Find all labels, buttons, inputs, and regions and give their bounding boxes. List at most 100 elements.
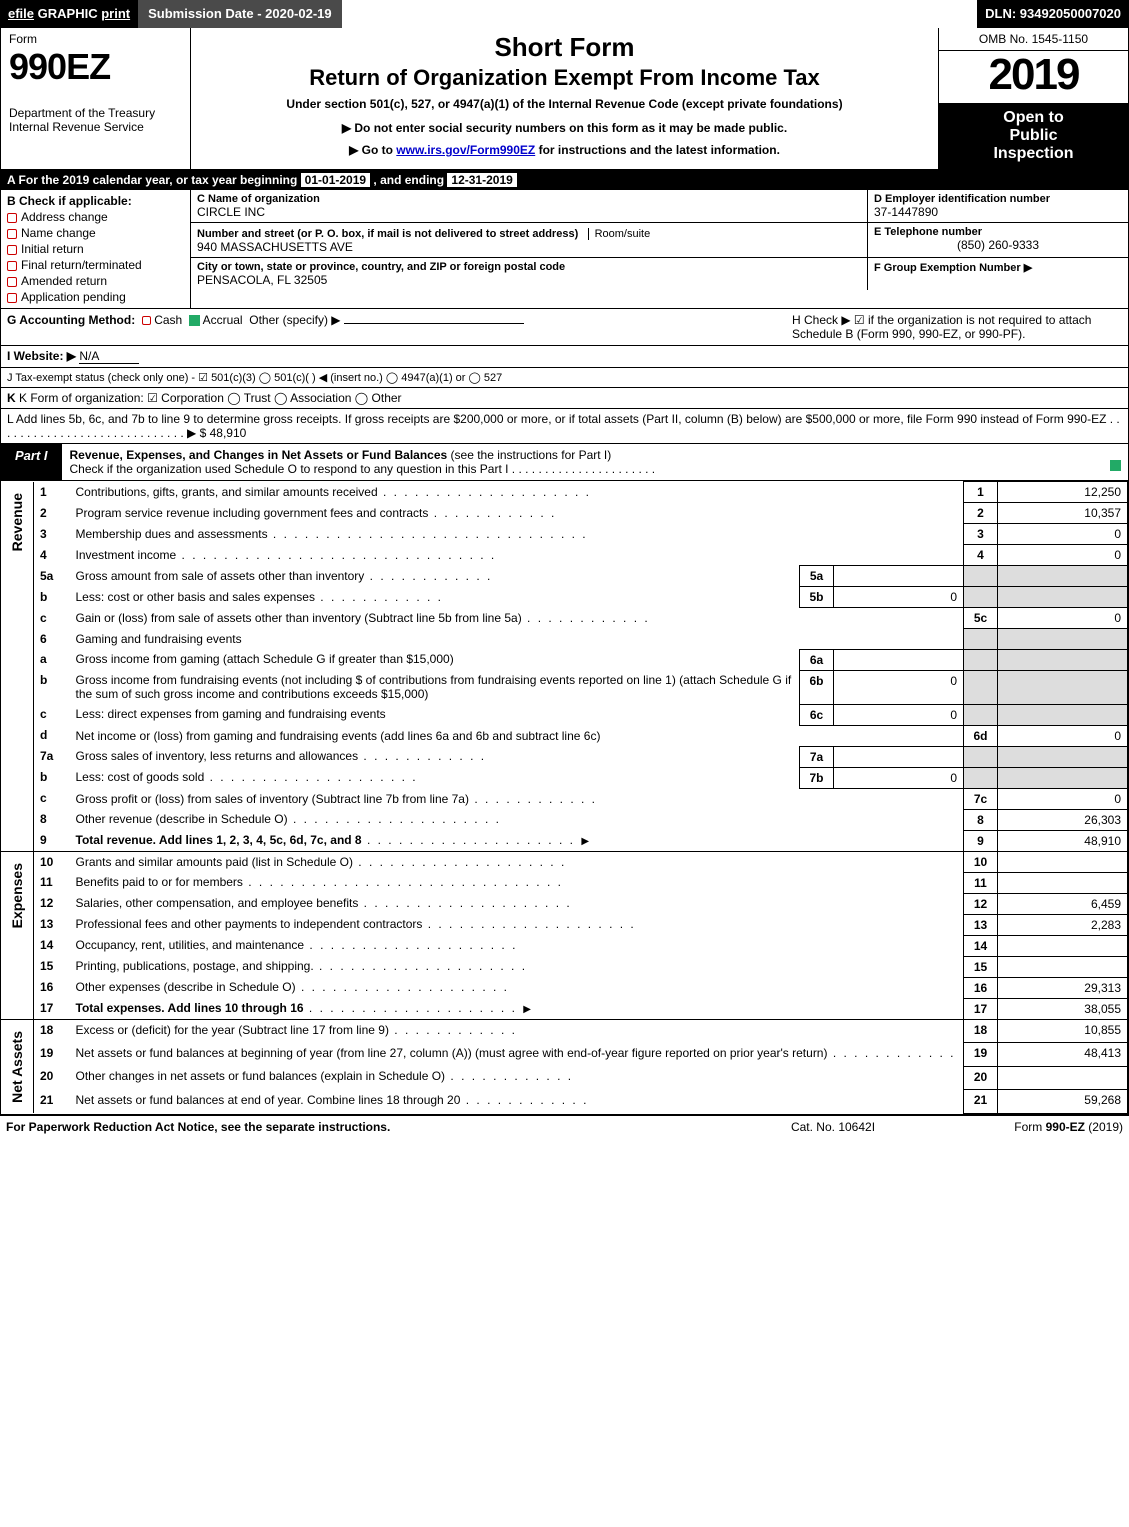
- room-label: Room/suite: [588, 228, 651, 240]
- accrual-checkbox-checked[interactable]: [189, 315, 200, 326]
- checkbox-icon: [7, 261, 17, 271]
- title-row: Form 990EZ Department of the Treasury In…: [1, 28, 1128, 170]
- check-icon: [1110, 460, 1121, 471]
- line-num: 5a: [34, 566, 70, 587]
- part-1-title: Revenue, Expenses, and Changes in Net As…: [62, 444, 1102, 480]
- paperwork-notice: For Paperwork Reduction Act Notice, see …: [6, 1120, 743, 1134]
- line-desc: Grants and similar amounts paid (list in…: [76, 855, 353, 869]
- efile-link[interactable]: efile: [8, 6, 34, 21]
- result-num: 9: [964, 830, 998, 851]
- line-num: b: [34, 670, 70, 704]
- line-desc: Net assets or fund balances at end of ye…: [76, 1093, 461, 1107]
- chk-name-change[interactable]: Name change: [7, 226, 184, 240]
- result-val: 10,855: [998, 1019, 1128, 1043]
- inner-box-value: 0: [834, 704, 964, 725]
- line-5c: c Gain or (loss) from sale of assets oth…: [1, 608, 1128, 629]
- ein-value: 37-1447890: [874, 205, 1122, 219]
- inner-box-label: 6b: [800, 670, 834, 704]
- line-num: 19: [34, 1043, 70, 1067]
- title-right: OMB No. 1545-1150 2019 Open to Public In…: [938, 28, 1128, 169]
- line-14: 14 Occupancy, rent, utilities, and maint…: [1, 935, 1128, 956]
- line-desc: Gross sales of inventory, less returns a…: [76, 749, 359, 763]
- result-num: 14: [964, 935, 998, 956]
- g-label: G Accounting Method:: [7, 313, 135, 327]
- result-num: 20: [964, 1066, 998, 1090]
- line-6c: c Less: direct expenses from gaming and …: [1, 704, 1128, 725]
- other-specify-field[interactable]: [344, 323, 524, 324]
- title-mid: Short Form Return of Organization Exempt…: [191, 28, 938, 169]
- result-num: 4: [964, 545, 998, 566]
- part-1-title-bold: Revenue, Expenses, and Changes in Net As…: [70, 448, 448, 462]
- chk-initial-return[interactable]: Initial return: [7, 242, 184, 256]
- checkbox-icon: [7, 229, 17, 239]
- line-desc: Professional fees and other payments to …: [76, 917, 423, 931]
- city-row: City or town, state or province, country…: [191, 258, 1128, 290]
- form-body: Form 990EZ Department of the Treasury In…: [0, 28, 1129, 1115]
- cal-prefix: A For the 2019 calendar year, or tax yea…: [7, 173, 301, 187]
- line-6: 6 Gaming and fundraising events: [1, 629, 1128, 650]
- result-num-grey: [964, 767, 998, 788]
- result-val: 38,055: [998, 998, 1128, 1019]
- line-desc: Less: cost of goods sold: [76, 770, 205, 784]
- result-num: 8: [964, 809, 998, 830]
- line-num: 16: [34, 977, 70, 998]
- result-val-grey: [998, 767, 1128, 788]
- line-desc: Membership dues and assessments: [76, 527, 268, 541]
- line-num: 6: [34, 629, 70, 650]
- part-1-header: Part I Revenue, Expenses, and Changes in…: [1, 444, 1128, 481]
- cash-checkbox[interactable]: [142, 316, 151, 325]
- line-6b: b Gross income from fundraising events (…: [1, 670, 1128, 704]
- line-desc: Gross income from gaming (attach Schedul…: [76, 652, 454, 666]
- line-num: b: [34, 587, 70, 608]
- chk-lbl-initial: Initial return: [21, 242, 84, 256]
- form-number: 990EZ: [9, 46, 182, 88]
- chk-address-change[interactable]: Address change: [7, 210, 184, 224]
- cal-mid: , and ending: [370, 173, 447, 187]
- result-num: 11: [964, 872, 998, 893]
- line-8: 8 Other revenue (describe in Schedule O)…: [1, 809, 1128, 830]
- phone-value: (850) 260-9333: [874, 238, 1122, 252]
- irs-link[interactable]: www.irs.gov/Form990EZ: [396, 143, 535, 157]
- line-7b: b Less: cost of goods sold 7b 0: [1, 767, 1128, 788]
- line-desc: Other expenses (describe in Schedule O): [76, 980, 296, 994]
- result-num-grey: [964, 670, 998, 704]
- graphic-text[interactable]: GRAPHIC: [38, 6, 98, 21]
- line-21: 21 Net assets or fund balances at end of…: [1, 1090, 1128, 1114]
- chk-lbl-pending: Application pending: [21, 290, 126, 304]
- line-num: 1: [34, 482, 70, 503]
- calendar-year-row: A For the 2019 calendar year, or tax yea…: [1, 170, 1128, 190]
- line-12: 12 Salaries, other compensation, and emp…: [1, 893, 1128, 914]
- line-desc-bold: Total revenue. Add lines 1, 2, 3, 4, 5c,…: [76, 833, 362, 847]
- chk-application-pending[interactable]: Application pending: [7, 290, 184, 304]
- result-val: [998, 851, 1128, 872]
- inner-box-value: 0: [834, 670, 964, 704]
- chk-amended-return[interactable]: Amended return: [7, 274, 184, 288]
- line-num: b: [34, 767, 70, 788]
- result-num: 7c: [964, 788, 998, 809]
- line-desc: Gross income from fundraising events (no…: [76, 673, 792, 701]
- line-desc: Less: cost or other basis and sales expe…: [76, 590, 315, 604]
- line-20: 20 Other changes in net assets or fund b…: [1, 1066, 1128, 1090]
- ssn-notice: ▶ Do not enter social security numbers o…: [201, 121, 928, 135]
- line-num: a: [34, 649, 70, 670]
- line-num: 13: [34, 914, 70, 935]
- line-num: 3: [34, 524, 70, 545]
- line-num: 20: [34, 1066, 70, 1090]
- form-ref: Form 990-EZ (2019): [923, 1120, 1123, 1134]
- checkbox-icon: [7, 277, 17, 287]
- checkbox-icon: [7, 245, 17, 255]
- line-num: 17: [34, 998, 70, 1019]
- line-11: 11 Benefits paid to or for members 11: [1, 872, 1128, 893]
- chk-final-return[interactable]: Final return/terminated: [7, 258, 184, 272]
- part-1-schedule-o-check[interactable]: [1102, 444, 1128, 480]
- line-desc: Gaming and fundraising events: [70, 629, 964, 650]
- line-desc: Gain or (loss) from sale of assets other…: [76, 611, 522, 625]
- line-desc: Other changes in net assets or fund bala…: [76, 1069, 446, 1083]
- other-label: Other (specify) ▶: [249, 313, 340, 327]
- print-link[interactable]: print: [101, 6, 130, 21]
- line-17: 17 Total expenses. Add lines 10 through …: [1, 998, 1128, 1019]
- line-desc: Net income or (loss) from gaming and fun…: [76, 729, 601, 743]
- chk-lbl-address: Address change: [21, 210, 108, 224]
- inner-box-value: [834, 566, 964, 587]
- inner-box-value: [834, 649, 964, 670]
